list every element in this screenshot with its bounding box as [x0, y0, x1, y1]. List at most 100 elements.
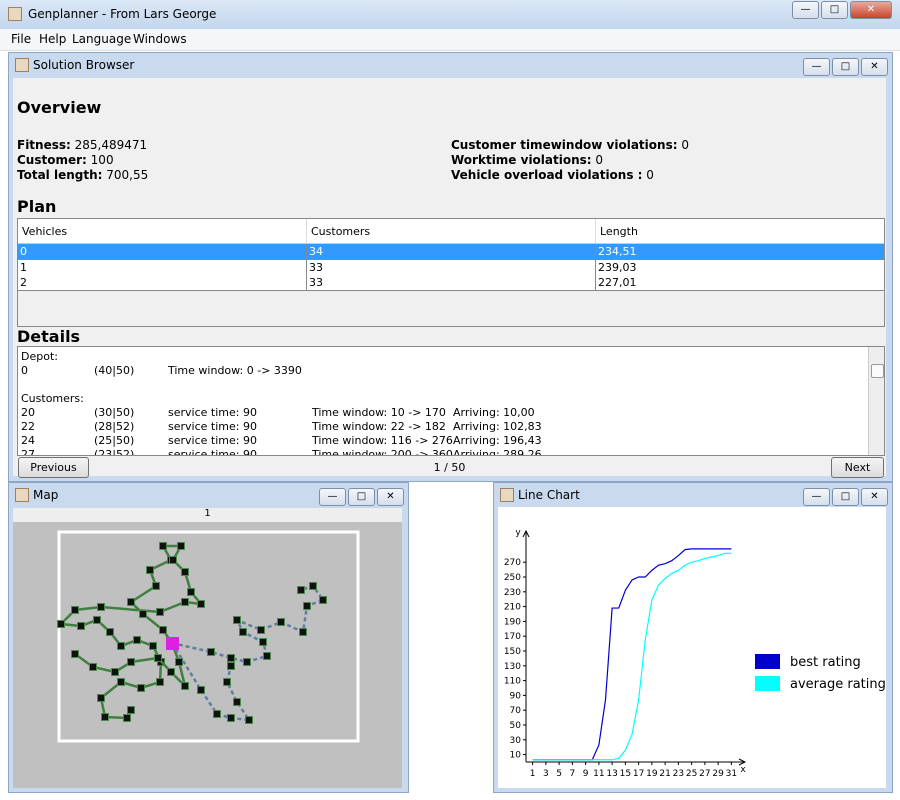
table-row[interactable]: 1 33 239,03 [18, 259, 884, 276]
map-label: 1 [13, 508, 402, 522]
details-cell: service time: 90 [168, 420, 257, 433]
x-tick-label: 21 [659, 769, 670, 779]
customer-node [169, 556, 177, 564]
frame-controls: — □ ✕ [319, 488, 404, 506]
details-lines: Depot: 0 (40|50) Time window: 0 -> 3390 Cust… [18, 347, 868, 455]
details-cell: (40|50) [94, 364, 135, 377]
details-cell: 22 [21, 420, 35, 433]
menu-item[interactable]: Help [39, 32, 67, 46]
minimize-button[interactable]: — [803, 488, 830, 506]
customer-node [177, 542, 185, 550]
details-cell: (25|50) [94, 434, 135, 447]
customer-node [71, 650, 79, 658]
series-line [532, 552, 732, 761]
x-tick-label: 13 [606, 769, 617, 779]
column-header[interactable]: Customers [311, 225, 371, 238]
customer-node [133, 636, 141, 644]
table-row[interactable]: 0 34 234,51 [18, 244, 884, 260]
overview-left: Fitness: 285,489471 Customer: 100 Total … [17, 138, 148, 183]
x-tick-label: 11 [593, 769, 604, 779]
customer-node [101, 713, 109, 721]
map [13, 522, 402, 788]
stat: Worktime violations: 0 [451, 153, 689, 168]
y-tick-label: 110 [504, 677, 521, 687]
minimize-button[interactable]: — [792, 1, 819, 19]
stat: Customer timewindow violations: 0 [451, 138, 689, 153]
legend-label: best rating [790, 655, 861, 670]
page-indicator: 1 / 50 [433, 461, 466, 474]
scrollbar[interactable] [868, 347, 884, 455]
close-button[interactable]: ✕ [850, 1, 892, 19]
x-tick-label: 1 [530, 769, 536, 779]
maximize-button[interactable]: □ [832, 488, 859, 506]
y-tick-label: 50 [510, 721, 522, 731]
y-tick-label: 230 [504, 588, 521, 598]
menu-item[interactable]: Windows [133, 32, 187, 46]
menu-item[interactable]: File [11, 32, 32, 46]
solution-browser: Solution Browser — □ ✕ Overview Fitness:… [8, 52, 893, 482]
customer-node [277, 618, 285, 626]
y-tick-label: 30 [510, 736, 522, 746]
customer-node [297, 586, 305, 594]
x-tick-label: 15 [620, 769, 631, 779]
axis-arrow [522, 529, 530, 538]
close-button[interactable]: ✕ [861, 58, 888, 76]
stat-value: 0 [595, 153, 604, 167]
stat-label: Customer timewindow violations: [451, 138, 678, 152]
stat-label: Fitness: [17, 138, 71, 152]
plan-table: Vehicles Customers Length 0 34 234,51 1 33 23… [17, 218, 885, 327]
maximize-button[interactable]: □ [821, 1, 848, 19]
column-header[interactable]: Vehicles [22, 225, 68, 238]
customer-node [146, 566, 154, 574]
customer-node [223, 678, 231, 686]
stat-label: Worktime violations: [451, 153, 592, 167]
table-cell: 2 [20, 276, 27, 289]
maximize-button[interactable]: □ [832, 58, 859, 76]
details-text: Depot: 0 (40|50) Time window: 0 -> 3390 Cust… [17, 346, 885, 456]
customer-node [243, 658, 251, 666]
close-button[interactable]: ✕ [861, 488, 888, 506]
y-tick-label: 170 [504, 632, 521, 642]
window-title: Genplanner - From Lars George [28, 7, 217, 21]
table-cell: 234,51 [598, 245, 637, 258]
heading: Plan [17, 197, 57, 216]
details-cell: Arriving: 102,83 [453, 420, 542, 433]
stat: Total length: 700,55 [17, 168, 148, 183]
next-button[interactable]: Next [831, 457, 884, 478]
menu-item[interactable]: Language [72, 32, 132, 46]
table-cell: 33 [309, 260, 323, 274]
customer-node [299, 628, 307, 636]
y-tick-label: 90 [510, 691, 522, 701]
details-cell: Arriving: 196,43 [453, 434, 542, 447]
details-cell: 24 [21, 434, 35, 447]
scroll-thumb[interactable] [871, 364, 884, 378]
maximize-button[interactable]: □ [348, 488, 375, 506]
details-cell: Time window: 200 -> 360 [312, 448, 453, 456]
y-tick-label: 250 [504, 573, 521, 583]
details-line: Customers: [21, 392, 84, 405]
y-tick-label: 270 [504, 558, 521, 568]
heading: Overview [17, 98, 102, 117]
customer-node [77, 622, 85, 630]
table-cell: 33 [309, 276, 323, 289]
column-header[interactable]: Length [600, 225, 638, 238]
customer-node [93, 616, 101, 624]
cell-border [306, 259, 307, 275]
previous-button[interactable]: Previous [18, 457, 89, 478]
x-tick-label: 27 [699, 769, 710, 779]
customer-node [227, 714, 235, 722]
stat-value: 100 [90, 153, 114, 167]
details-cell: Arriving: 289,26 [453, 448, 542, 456]
close-button[interactable]: ✕ [377, 488, 404, 506]
minimize-button[interactable]: — [319, 488, 346, 506]
legend-swatch [755, 676, 780, 691]
y-tick-label: 70 [510, 706, 522, 716]
x-tick-label: 7 [570, 769, 576, 779]
frame-icon [500, 488, 514, 502]
frame-icon [15, 58, 29, 72]
minimize-button[interactable]: — [803, 58, 830, 76]
customer-node [227, 654, 235, 662]
y-tick-label: 150 [504, 647, 521, 657]
table-row[interactable]: 2 33 227,01 [18, 275, 884, 291]
